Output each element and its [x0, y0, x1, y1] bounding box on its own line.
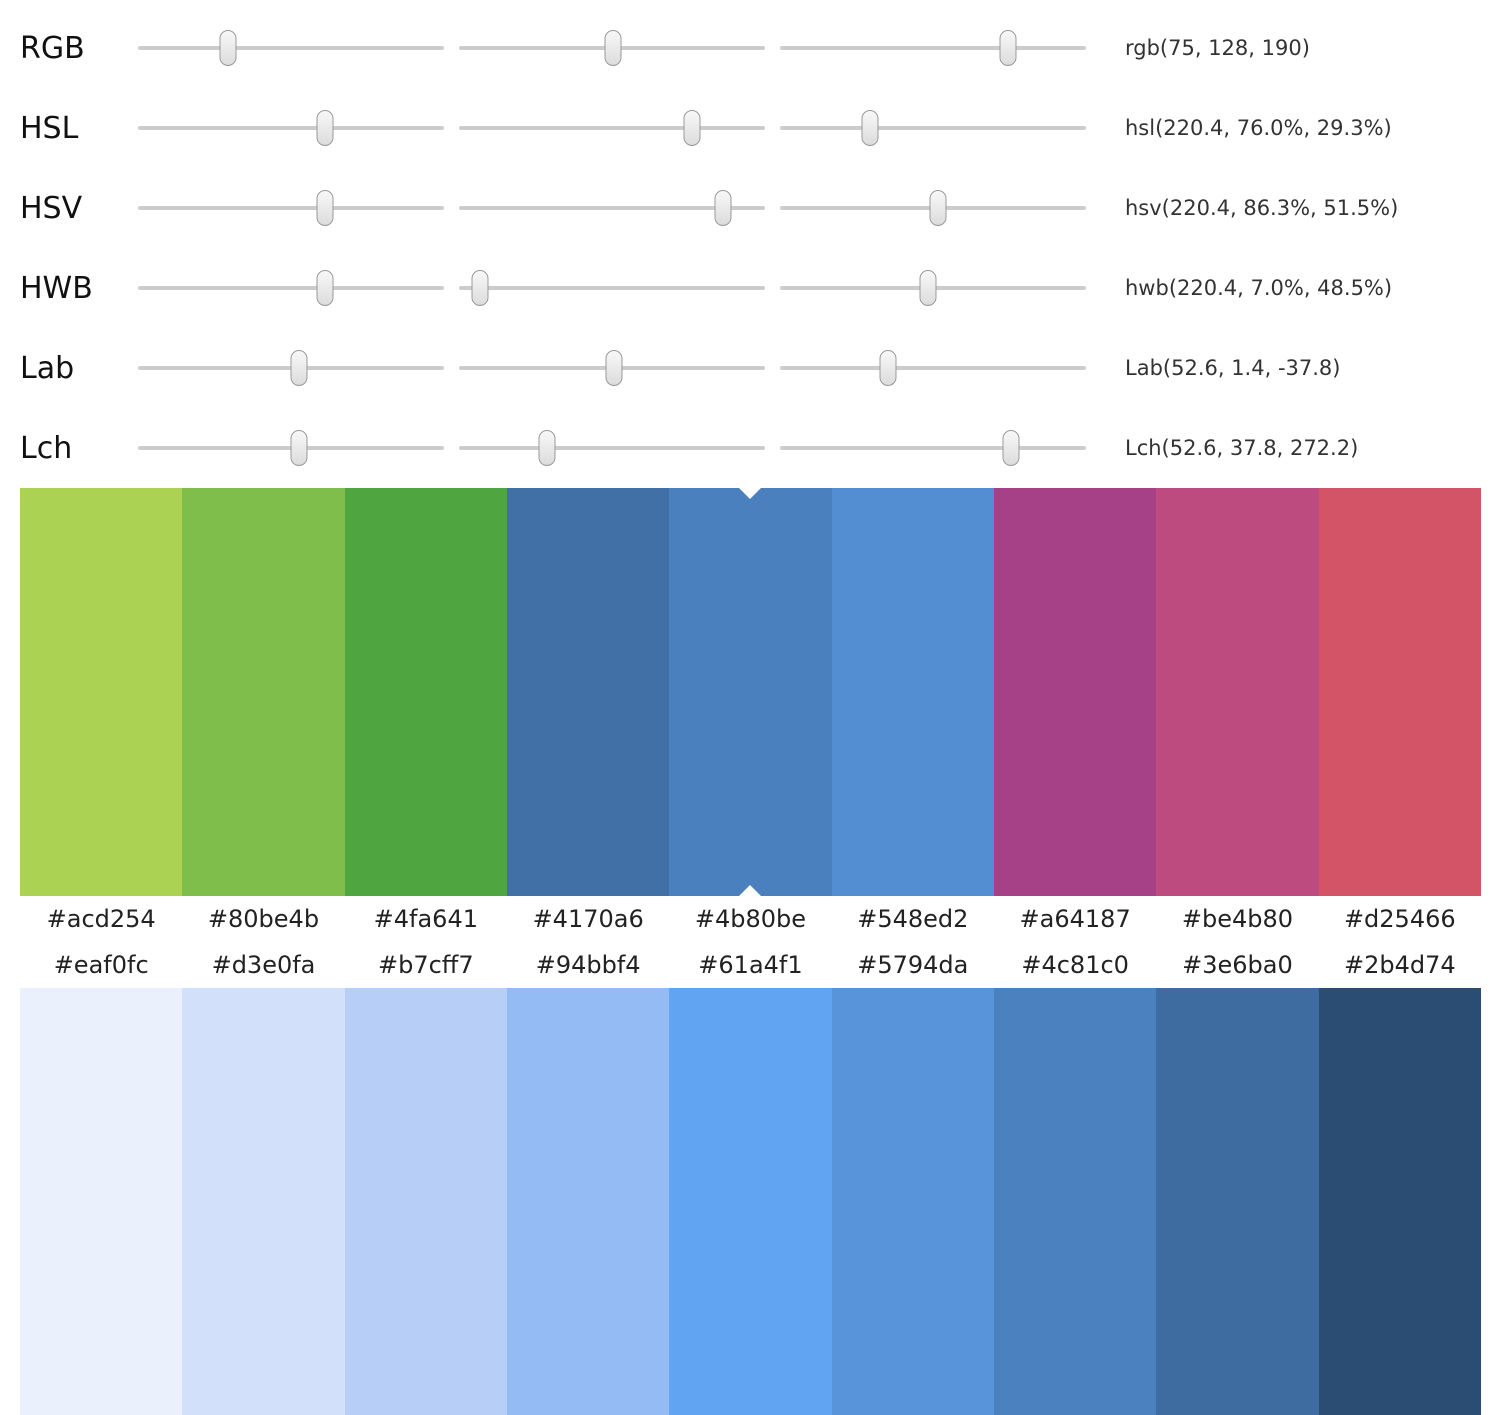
hex-label: #5794da [857, 951, 969, 979]
slider-thumb[interactable] [919, 270, 937, 306]
hsl-slider-track-1[interactable] [138, 108, 444, 148]
lch-slider-track-2[interactable] [459, 428, 765, 468]
hsl-slider-track-2[interactable] [459, 108, 765, 148]
hex-label: #94bbf4 [535, 951, 641, 979]
hsl-slider-track-3[interactable] [780, 108, 1086, 148]
hex-label: #4c81c0 [1021, 951, 1129, 979]
rgb-slider-track-2[interactable] [459, 28, 765, 68]
slider-row-label: Lch [20, 430, 73, 466]
lch-slider-track-3[interactable] [780, 428, 1086, 468]
rgb-slider-track-1[interactable] [138, 28, 444, 68]
hex-label: #61a4f1 [698, 951, 803, 979]
hsv-slider-track-2[interactable] [459, 188, 765, 228]
slider-thumb[interactable] [290, 430, 308, 466]
hex-label: #d25466 [1343, 905, 1456, 933]
hue-swatch-selected[interactable] [669, 488, 832, 896]
slider-thumb[interactable] [316, 270, 334, 306]
hex-label: #be4b80 [1181, 905, 1294, 933]
slider-value: Lab(52.6, 1.4, -37.8) [1125, 356, 1341, 380]
slider-thumb[interactable] [683, 110, 701, 146]
hue-swatch[interactable] [993, 488, 1157, 896]
hue-palette-strip [20, 488, 1481, 896]
slider-row-lab: Lab Lab(52.6, 1.4, -37.8) [20, 328, 1481, 408]
slider-thumb[interactable] [538, 430, 556, 466]
slider-value: Lch(52.6, 37.8, 272.2) [1125, 436, 1359, 460]
lightness-swatch[interactable] [669, 988, 832, 1415]
slider-thumb[interactable] [929, 190, 947, 226]
lightness-swatch[interactable] [831, 988, 994, 1415]
hue-swatch[interactable] [1318, 488, 1481, 896]
rgb-slider-track-3[interactable] [780, 28, 1086, 68]
lightness-palette-strip [20, 988, 1481, 1415]
hue-swatch[interactable] [831, 488, 994, 896]
hex-label: #80be4b [207, 905, 320, 933]
slider-value: rgb(75, 128, 190) [1125, 36, 1310, 60]
lab-slider-track-2[interactable] [459, 348, 765, 388]
slider-row-hsl: HSL hsl(220.4, 76.0%, 29.3%) [20, 88, 1481, 168]
lightness-swatch[interactable] [993, 988, 1157, 1415]
hex-label: #4b80be [694, 905, 807, 933]
hex-label: #a64187 [1019, 905, 1131, 933]
slider-thumb[interactable] [714, 190, 732, 226]
hex-label: #2b4d74 [1343, 951, 1456, 979]
hex-label: #548ed2 [857, 905, 969, 933]
lab-slider-track-1[interactable] [138, 348, 444, 388]
hex-label: #b7cff7 [378, 951, 474, 979]
lab-slider-track-3[interactable] [780, 348, 1086, 388]
lightness-swatch[interactable] [20, 988, 183, 1415]
slider-thumb[interactable] [471, 270, 489, 306]
lightness-palette-hex-labels: #eaf0fc #d3e0fa #b7cff7 #94bbf4 #61a4f1 … [20, 942, 1481, 988]
hwb-slider-track-2[interactable] [459, 268, 765, 308]
slider-thumb[interactable] [605, 350, 623, 386]
slider-row-label: HSV [20, 190, 83, 226]
slider-row-hsv: HSV hsv(220.4, 86.3%, 51.5%) [20, 168, 1481, 248]
hue-swatch[interactable] [506, 488, 670, 896]
hsv-slider-track-3[interactable] [780, 188, 1086, 228]
lightness-swatch[interactable] [1156, 988, 1319, 1415]
lch-slider-track-1[interactable] [138, 428, 444, 468]
slider-value: hsv(220.4, 86.3%, 51.5%) [1125, 196, 1399, 220]
hex-label: #3e6ba0 [1182, 951, 1293, 979]
hsv-slider-track-1[interactable] [138, 188, 444, 228]
hex-label: #4170a6 [532, 905, 644, 933]
lightness-swatch[interactable] [182, 988, 345, 1415]
color-sliders-panel: RGB rgb(75, 128, 190) HSL hsl(220.4, 76.… [0, 0, 1501, 488]
hex-label: #d3e0fa [211, 951, 316, 979]
slider-value: hsl(220.4, 76.0%, 29.3%) [1125, 116, 1392, 140]
slider-thumb[interactable] [999, 30, 1017, 66]
slider-thumb[interactable] [861, 110, 879, 146]
slider-row-label: Lab [20, 350, 75, 386]
slider-thumb[interactable] [1002, 430, 1020, 466]
hue-swatch[interactable] [1156, 488, 1319, 896]
slider-row-hwb: HWB hwb(220.4, 7.0%, 48.5%) [20, 248, 1481, 328]
hue-palette-hex-labels: #acd254 #80be4b #4fa641 #4170a6 #4b80be … [20, 896, 1481, 942]
hwb-slider-track-3[interactable] [780, 268, 1086, 308]
slider-thumb[interactable] [316, 190, 334, 226]
slider-thumb[interactable] [316, 110, 334, 146]
hue-swatch[interactable] [182, 488, 345, 896]
hex-label: #acd254 [46, 905, 156, 933]
slider-row-label: HSL [20, 110, 79, 146]
slider-value: hwb(220.4, 7.0%, 48.5%) [1125, 276, 1393, 300]
slider-thumb[interactable] [604, 30, 622, 66]
slider-thumb[interactable] [290, 350, 308, 386]
hue-swatch[interactable] [20, 488, 183, 896]
hue-swatch[interactable] [344, 488, 507, 896]
hex-label: #eaf0fc [53, 951, 149, 979]
hex-label: #4fa641 [373, 905, 478, 933]
slider-thumb[interactable] [879, 350, 897, 386]
slider-thumb[interactable] [219, 30, 237, 66]
slider-row-lch: Lch Lch(52.6, 37.8, 272.2) [20, 408, 1481, 488]
slider-row-label: HWB [20, 270, 93, 306]
slider-row-label: RGB [20, 30, 85, 66]
lightness-swatch[interactable] [1318, 988, 1481, 1415]
hwb-slider-track-1[interactable] [138, 268, 444, 308]
lightness-swatch[interactable] [344, 988, 507, 1415]
slider-row-rgb: RGB rgb(75, 128, 190) [20, 8, 1481, 88]
lightness-swatch[interactable] [506, 988, 670, 1415]
